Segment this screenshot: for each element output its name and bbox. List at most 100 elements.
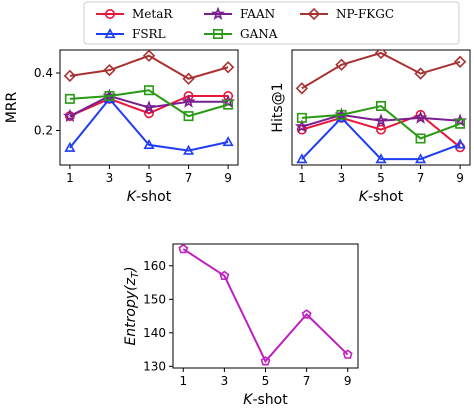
series-line-faan — [301, 113, 461, 128]
data-point-faan — [374, 113, 388, 127]
legend-label: GANA — [240, 27, 278, 41]
data-point-np-fkgc — [103, 63, 116, 77]
data-point-entropy — [342, 349, 353, 359]
x-axis-label: K-shot — [359, 189, 404, 205]
legend-entry-faan: FAAN — [204, 6, 275, 21]
legend-entry-gana: GANA — [204, 27, 278, 41]
data-point-gana — [64, 93, 75, 104]
data-point-np-fkgc — [182, 72, 195, 85]
data-point-fsrl — [64, 141, 76, 152]
x-tick-label: 5 — [262, 374, 270, 388]
x-axis-label: K-shot — [243, 392, 288, 408]
legend-marker-circle-icon — [105, 9, 116, 19]
data-point-gana — [104, 91, 115, 101]
data-point-fsrl — [296, 153, 308, 164]
data-point-np-fkgc — [221, 61, 235, 74]
data-point-entropy — [219, 270, 230, 281]
legend-marker-square-icon — [213, 29, 223, 39]
data-point-fsrl — [414, 153, 427, 164]
data-point-gana — [183, 111, 194, 122]
legend: MetaR FSRL FAAN GANA NP-FKGC — [83, 1, 460, 45]
data-point-gana — [455, 118, 466, 129]
data-point-faan — [142, 100, 156, 114]
series-layer — [62, 50, 236, 155]
data-point-faan — [294, 119, 309, 133]
data-point-gana — [376, 101, 386, 112]
data-point-entropy — [301, 309, 312, 319]
series-line-fsrl — [69, 97, 229, 152]
data-point-np-fkgc — [63, 69, 77, 83]
x-tick-label: 3 — [221, 374, 229, 388]
y-tick-label: 150 — [143, 292, 166, 306]
x-tick-label: 7 — [185, 171, 193, 185]
series-layer — [294, 50, 468, 164]
data-point-fsrl — [143, 139, 155, 150]
legend-marker-diamond-icon — [307, 7, 321, 21]
series-line-metar — [69, 95, 229, 118]
legend-marker-triangle-icon — [104, 28, 116, 39]
x-tick-label: 1 — [66, 171, 74, 185]
data-point-faan — [413, 110, 428, 124]
legend-frame — [83, 1, 460, 45]
data-point-metar — [183, 91, 194, 102]
legend-marker-star-icon — [211, 6, 225, 20]
x-tick-label: 3 — [106, 171, 114, 185]
data-point-np-fkgc — [374, 50, 388, 60]
x-tick-label: 5 — [377, 171, 385, 185]
legend-entry-metar: MetaR — [96, 7, 173, 21]
series-line-fsrl — [301, 116, 461, 161]
panel-hits1: 1 3 5 7 9 K-shot Hits@1 — [270, 49, 471, 205]
data-point-gana — [336, 109, 347, 120]
series-line-gana — [69, 89, 229, 118]
data-point-np-fkgc — [453, 55, 467, 68]
y-axis-label: Entropy(zT) — [123, 266, 141, 345]
x-axis-label: K-shot — [127, 189, 172, 205]
x-tick-label: 5 — [145, 171, 153, 185]
data-point-metar — [296, 124, 307, 135]
legend-label: MetaR — [132, 7, 173, 21]
panel-entropy: 1 3 5 7 9 130 140 150 160 K-shot Entropy(zT) — [123, 243, 359, 408]
panel-mrr: 1 3 5 7 9 0.2 0.4 K-shot MRR — [4, 49, 239, 205]
x-tick-label: 7 — [303, 374, 311, 388]
legend-label: NP-FKGC — [336, 7, 394, 21]
x-tick-label: 9 — [344, 374, 352, 388]
x-tick-label: 9 — [224, 171, 232, 185]
data-point-np-fkgc — [335, 58, 348, 71]
x-tick-label: 7 — [417, 171, 425, 185]
plot-frame — [172, 243, 359, 369]
x-tick-label: 1 — [179, 374, 187, 388]
y-tick-label: 130 — [143, 359, 166, 373]
data-point-gana — [144, 85, 154, 96]
data-point-fsrl — [454, 138, 466, 149]
y-axis-label: Hits@1 — [270, 82, 286, 132]
data-point-np-fkgc — [295, 82, 309, 95]
y-tick-label: 0.4 — [34, 66, 53, 80]
y-tick-label: 0.2 — [34, 124, 53, 138]
data-point-entropy — [260, 356, 271, 366]
y-axis-label: MRR — [4, 91, 20, 123]
data-point-metar — [375, 124, 386, 135]
data-point-gana — [415, 133, 426, 144]
series-line-metar — [301, 113, 461, 149]
legend-label: FSRL — [132, 27, 166, 41]
series-line-gana — [301, 104, 461, 140]
x-tick-label: 9 — [456, 171, 464, 185]
data-point-gana — [296, 112, 307, 123]
data-point-faan — [181, 94, 196, 108]
series-line-np-fkgc — [301, 51, 461, 90]
data-point-fsrl — [375, 153, 387, 164]
series-line-np-fkgc — [69, 54, 229, 80]
y-tick-label: 140 — [143, 326, 166, 340]
legend-entry-np-fkgc: NP-FKGC — [300, 7, 394, 21]
series-layer — [178, 244, 353, 366]
x-tick-label: 1 — [298, 171, 306, 185]
x-tick-label: 3 — [338, 171, 346, 185]
legend-label: FAAN — [240, 7, 275, 21]
data-point-np-fkgc — [142, 50, 156, 62]
data-point-fsrl — [182, 144, 195, 155]
data-point-faan — [62, 108, 77, 123]
legend-entry-fsrl: FSRL — [96, 27, 166, 41]
series-line-faan — [69, 94, 229, 118]
data-point-fsrl — [222, 136, 234, 147]
